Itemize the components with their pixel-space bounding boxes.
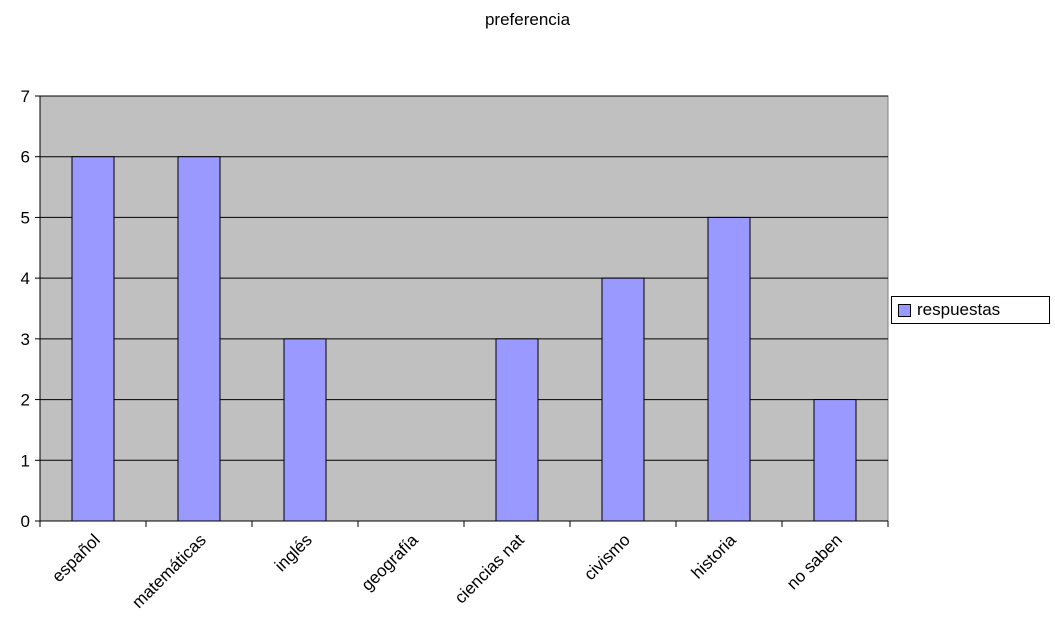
x-tick-label: no saben [783,530,846,593]
y-tick-label: 7 [21,87,30,106]
y-tick-label: 1 [21,451,30,470]
bar [495,338,539,522]
x-tick-label: ciencias nat [451,530,528,607]
legend-swatch [898,303,911,317]
y-tick-label: 4 [21,269,30,288]
y-tick-label: 3 [21,330,30,349]
bar [71,156,115,522]
bar [177,156,221,522]
axes [35,95,889,527]
x-tick-label: historia [688,530,741,583]
y-tick-label: 2 [21,391,30,410]
plot-area [39,95,889,522]
legend: respuestas [891,296,1050,324]
x-tick-label: civismo [580,530,634,584]
y-tick-label: 6 [21,148,30,167]
bar [601,277,645,522]
x-tick-labels: español matemáticas inglés geografía ciencia… [48,530,846,612]
bar [813,399,857,522]
bars [71,156,857,522]
x-tick-label: matemáticas [128,530,210,612]
x-tick-label: geografía [358,530,423,595]
legend-label: respuestas [917,300,1001,319]
x-tick-label: inglés [271,530,316,575]
y-tick-label: 5 [21,208,30,227]
bar [283,338,327,522]
y-tick-labels: 0 1 2 3 4 5 6 7 [21,87,30,531]
x-tick-label: español [48,530,104,586]
y-tick-label: 0 [21,512,30,531]
chart-title: preferencia [484,10,571,29]
bar [707,216,751,522]
